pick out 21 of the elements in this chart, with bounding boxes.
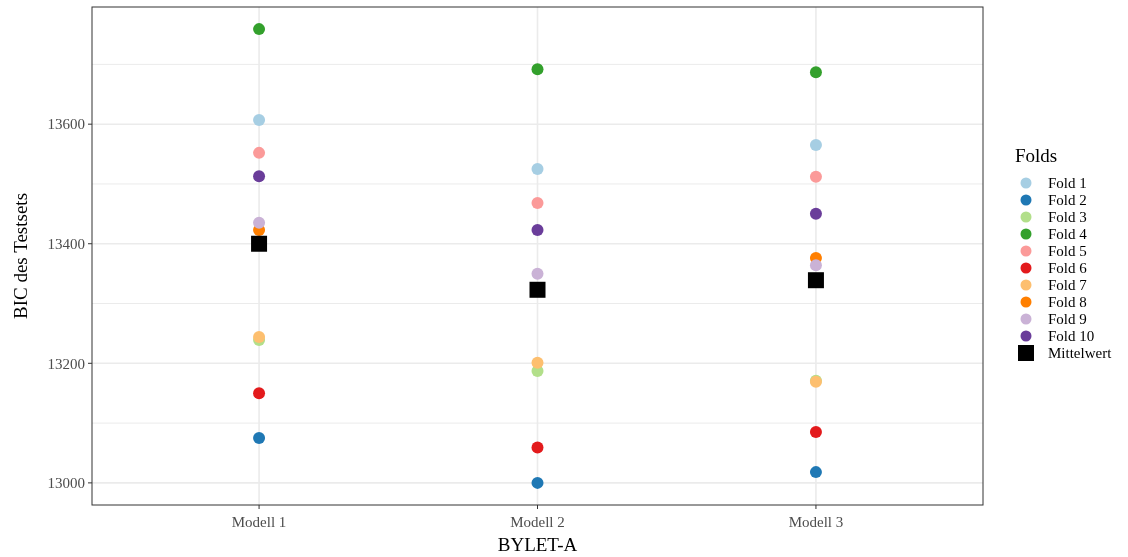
legend-label: Fold 6 [1048, 260, 1088, 277]
legend-label: Mittelwert [1048, 345, 1113, 362]
x-axis-title: BYLET-A [497, 534, 578, 555]
legend-label: Fold 2 [1048, 192, 1087, 209]
x-tick-label: Modell 3 [788, 514, 844, 530]
y-tick-label: 13400 [47, 235, 85, 252]
legend-title: Folds [1015, 145, 1058, 166]
legend-label: Fold 4 [1048, 226, 1088, 243]
legend-label: Fold 5 [1048, 243, 1087, 260]
x-tick-label: Modell 2 [510, 514, 565, 530]
y-tick-label: 13600 [47, 116, 85, 133]
y-tick-label: 13000 [47, 475, 85, 492]
legend-label: Fold 8 [1048, 294, 1087, 311]
legend-label: Fold 9 [1048, 311, 1087, 328]
x-tick-label: Modell 1 [231, 514, 287, 530]
legend-label: Fold 1 [1048, 175, 1087, 192]
y-tick-label: 13200 [47, 355, 85, 372]
legend-label: Fold 10 [1048, 328, 1095, 345]
y-axis-title: BIC des Testsets [10, 192, 31, 320]
legend-label: Fold 7 [1048, 277, 1088, 294]
legend-label: Fold 3 [1048, 209, 1087, 226]
